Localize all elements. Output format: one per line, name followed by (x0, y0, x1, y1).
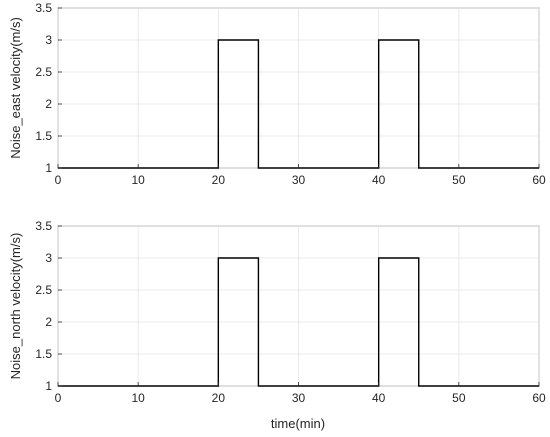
y-tick-label: 1.5 (35, 347, 52, 361)
y-axis-label: Noise_north velocity(m/s) (8, 233, 23, 380)
noise-series-line (58, 39, 539, 169)
y-tick-label: 1 (45, 161, 52, 175)
x-tick-label: 20 (212, 391, 226, 405)
x-tick-label: 0 (55, 173, 62, 187)
x-tick-label: 20 (212, 173, 226, 187)
tick-labels: 0 10 20 30 40 50 60 1 1.5 2 2.5 3 3.5 (35, 219, 546, 405)
y-tick-label: 3.5 (35, 219, 52, 233)
y-tick-label: 2 (45, 315, 52, 329)
x-tick-label: 60 (532, 391, 546, 405)
noise-series-line (58, 257, 539, 387)
tick-labels: 0 10 20 30 40 50 60 1 1.5 2 2.5 3 3.5 (35, 1, 546, 187)
x-tick-label: 50 (452, 391, 466, 405)
x-tick-label: 30 (292, 391, 306, 405)
series-group (58, 39, 539, 169)
y-tick-label: 2.5 (35, 283, 52, 297)
x-axis-label: time(min) (271, 416, 325, 431)
series-group (58, 257, 539, 387)
x-tick-label: 60 (532, 173, 546, 187)
y-tick-label: 2 (45, 97, 52, 111)
x-tick-label: 10 (131, 391, 145, 405)
x-tick-label: 10 (131, 173, 145, 187)
y-tick-label: 1 (45, 379, 52, 393)
x-tick-label: 40 (372, 173, 386, 187)
x-tick-label: 30 (292, 173, 306, 187)
grid-lines (57, 7, 540, 169)
north-velocity-chart: 0 10 20 30 40 50 60 1 1.5 2 2.5 3 3.5 Noise_north ve… (8, 219, 546, 431)
y-tick-label: 2.5 (35, 65, 52, 79)
east-velocity-chart: 0 10 20 30 40 50 60 1 1.5 2 2.5 3 3.5 Noise_east vel… (8, 1, 546, 187)
y-axis-label: Noise_east velocity(m/s) (8, 17, 23, 159)
y-tick-label: 3 (45, 33, 52, 47)
x-tick-label: 40 (372, 391, 386, 405)
y-tick-label: 3.5 (35, 1, 52, 15)
y-tick-label: 1.5 (35, 129, 52, 143)
y-tick-label: 3 (45, 251, 52, 265)
x-tick-label: 50 (452, 173, 466, 187)
x-tick-label: 0 (55, 391, 62, 405)
